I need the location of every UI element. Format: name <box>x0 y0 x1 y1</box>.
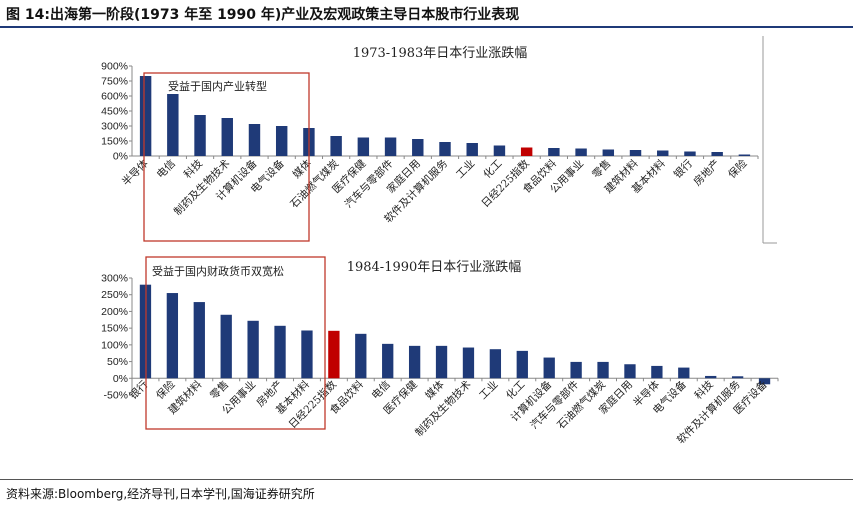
bar <box>711 152 723 156</box>
annotation-text: 受益于国内产业转型 <box>168 79 267 93</box>
bar <box>758 378 771 385</box>
highlight-box <box>143 72 310 242</box>
bar <box>657 150 669 156</box>
bar <box>166 293 179 379</box>
figure-title: 图 14:出海第一阶段(1973 年至 1990 年)产业及宏观政策主导日本股市… <box>6 7 520 23</box>
x-tick-label: 电信 <box>369 378 393 402</box>
bar <box>384 137 397 156</box>
bar <box>301 330 313 379</box>
bar <box>274 325 286 379</box>
y-tick-label: 250% <box>101 289 128 301</box>
x-tick-label: 化工 <box>503 378 527 402</box>
bar <box>408 345 421 379</box>
bar <box>275 126 288 156</box>
bar <box>520 147 533 156</box>
y-tick-label: 750% <box>101 76 128 88</box>
y-tick-label: 450% <box>101 106 128 118</box>
bar <box>248 124 261 156</box>
bar <box>570 361 582 379</box>
y-tick-label: 50% <box>107 356 128 368</box>
bar <box>575 148 587 156</box>
source-label: 资料来源: <box>6 487 59 501</box>
bar <box>220 314 232 379</box>
bar <box>602 149 615 156</box>
y-tick-label: 0% <box>113 151 128 163</box>
y-tick-label: 300% <box>101 273 128 285</box>
bar <box>705 375 717 379</box>
bar <box>738 154 751 156</box>
bar <box>382 343 394 379</box>
bar <box>439 142 451 156</box>
chart-title: 1984-1990年日本行业涨跌幅 <box>347 259 522 275</box>
source-text: Bloomberg,经济导刊,日本学刊,国海证券研究所 <box>58 487 315 501</box>
annotation-text: 受益于国内财政货币双宽松 <box>152 264 284 278</box>
source-rule <box>0 479 853 480</box>
x-tick-label: 银行 <box>127 378 151 402</box>
y-tick-label: 200% <box>101 306 128 318</box>
x-tick-label: 保险 <box>153 378 177 402</box>
y-tick-label: 150% <box>101 323 128 335</box>
bar <box>221 118 233 156</box>
y-tick-label: -50% <box>103 390 128 402</box>
chart-1973-1983: 1973-1983年日本行业涨跌幅 0% 150% 300% 450% 600% 750% 9… <box>101 36 777 244</box>
title-rule <box>0 26 853 28</box>
bar <box>193 302 205 379</box>
bar <box>678 367 690 379</box>
bar <box>247 320 259 379</box>
y-tick-label: 0% <box>113 373 128 385</box>
bar <box>167 94 179 156</box>
bar <box>435 345 448 379</box>
chart-title: 1973-1983年日本行业涨跌幅 <box>353 45 528 61</box>
bar <box>548 148 560 156</box>
x-tick-label: 零售 <box>207 378 231 402</box>
highlight-box <box>145 256 326 430</box>
bar <box>629 150 642 156</box>
bar <box>330 136 342 156</box>
x-tick-label: 工业 <box>477 379 500 402</box>
bar <box>489 349 502 379</box>
bar <box>516 350 528 379</box>
source-note: 资料来源:Bloomberg,经济导刊,日本学刊,国海证券研究所 <box>6 485 315 502</box>
bar <box>412 139 424 156</box>
y-tick-label: 900% <box>101 61 128 73</box>
bar <box>731 376 744 379</box>
bar <box>357 137 370 156</box>
bar <box>328 330 340 379</box>
y-tick-label: 300% <box>101 121 128 133</box>
bar <box>466 143 478 156</box>
bar <box>493 145 506 156</box>
bar <box>355 333 367 379</box>
y-tick-label: 600% <box>101 91 128 103</box>
chart-1984-1990: 1984-1990年日本行业涨跌幅 -50% 0% 50% 100% 150% 200% 25… <box>101 256 779 447</box>
y-tick-label: 100% <box>101 339 128 351</box>
bar <box>624 364 636 379</box>
x-tick-label: 媒体 <box>423 378 447 402</box>
bar <box>651 365 663 379</box>
bar <box>684 151 696 156</box>
bar <box>139 76 152 156</box>
bar <box>543 357 555 379</box>
x-tick-label: 科技 <box>692 378 716 402</box>
y-tick-label: 150% <box>101 136 128 148</box>
bar <box>597 361 609 379</box>
bar <box>194 115 206 156</box>
bar <box>462 347 475 379</box>
